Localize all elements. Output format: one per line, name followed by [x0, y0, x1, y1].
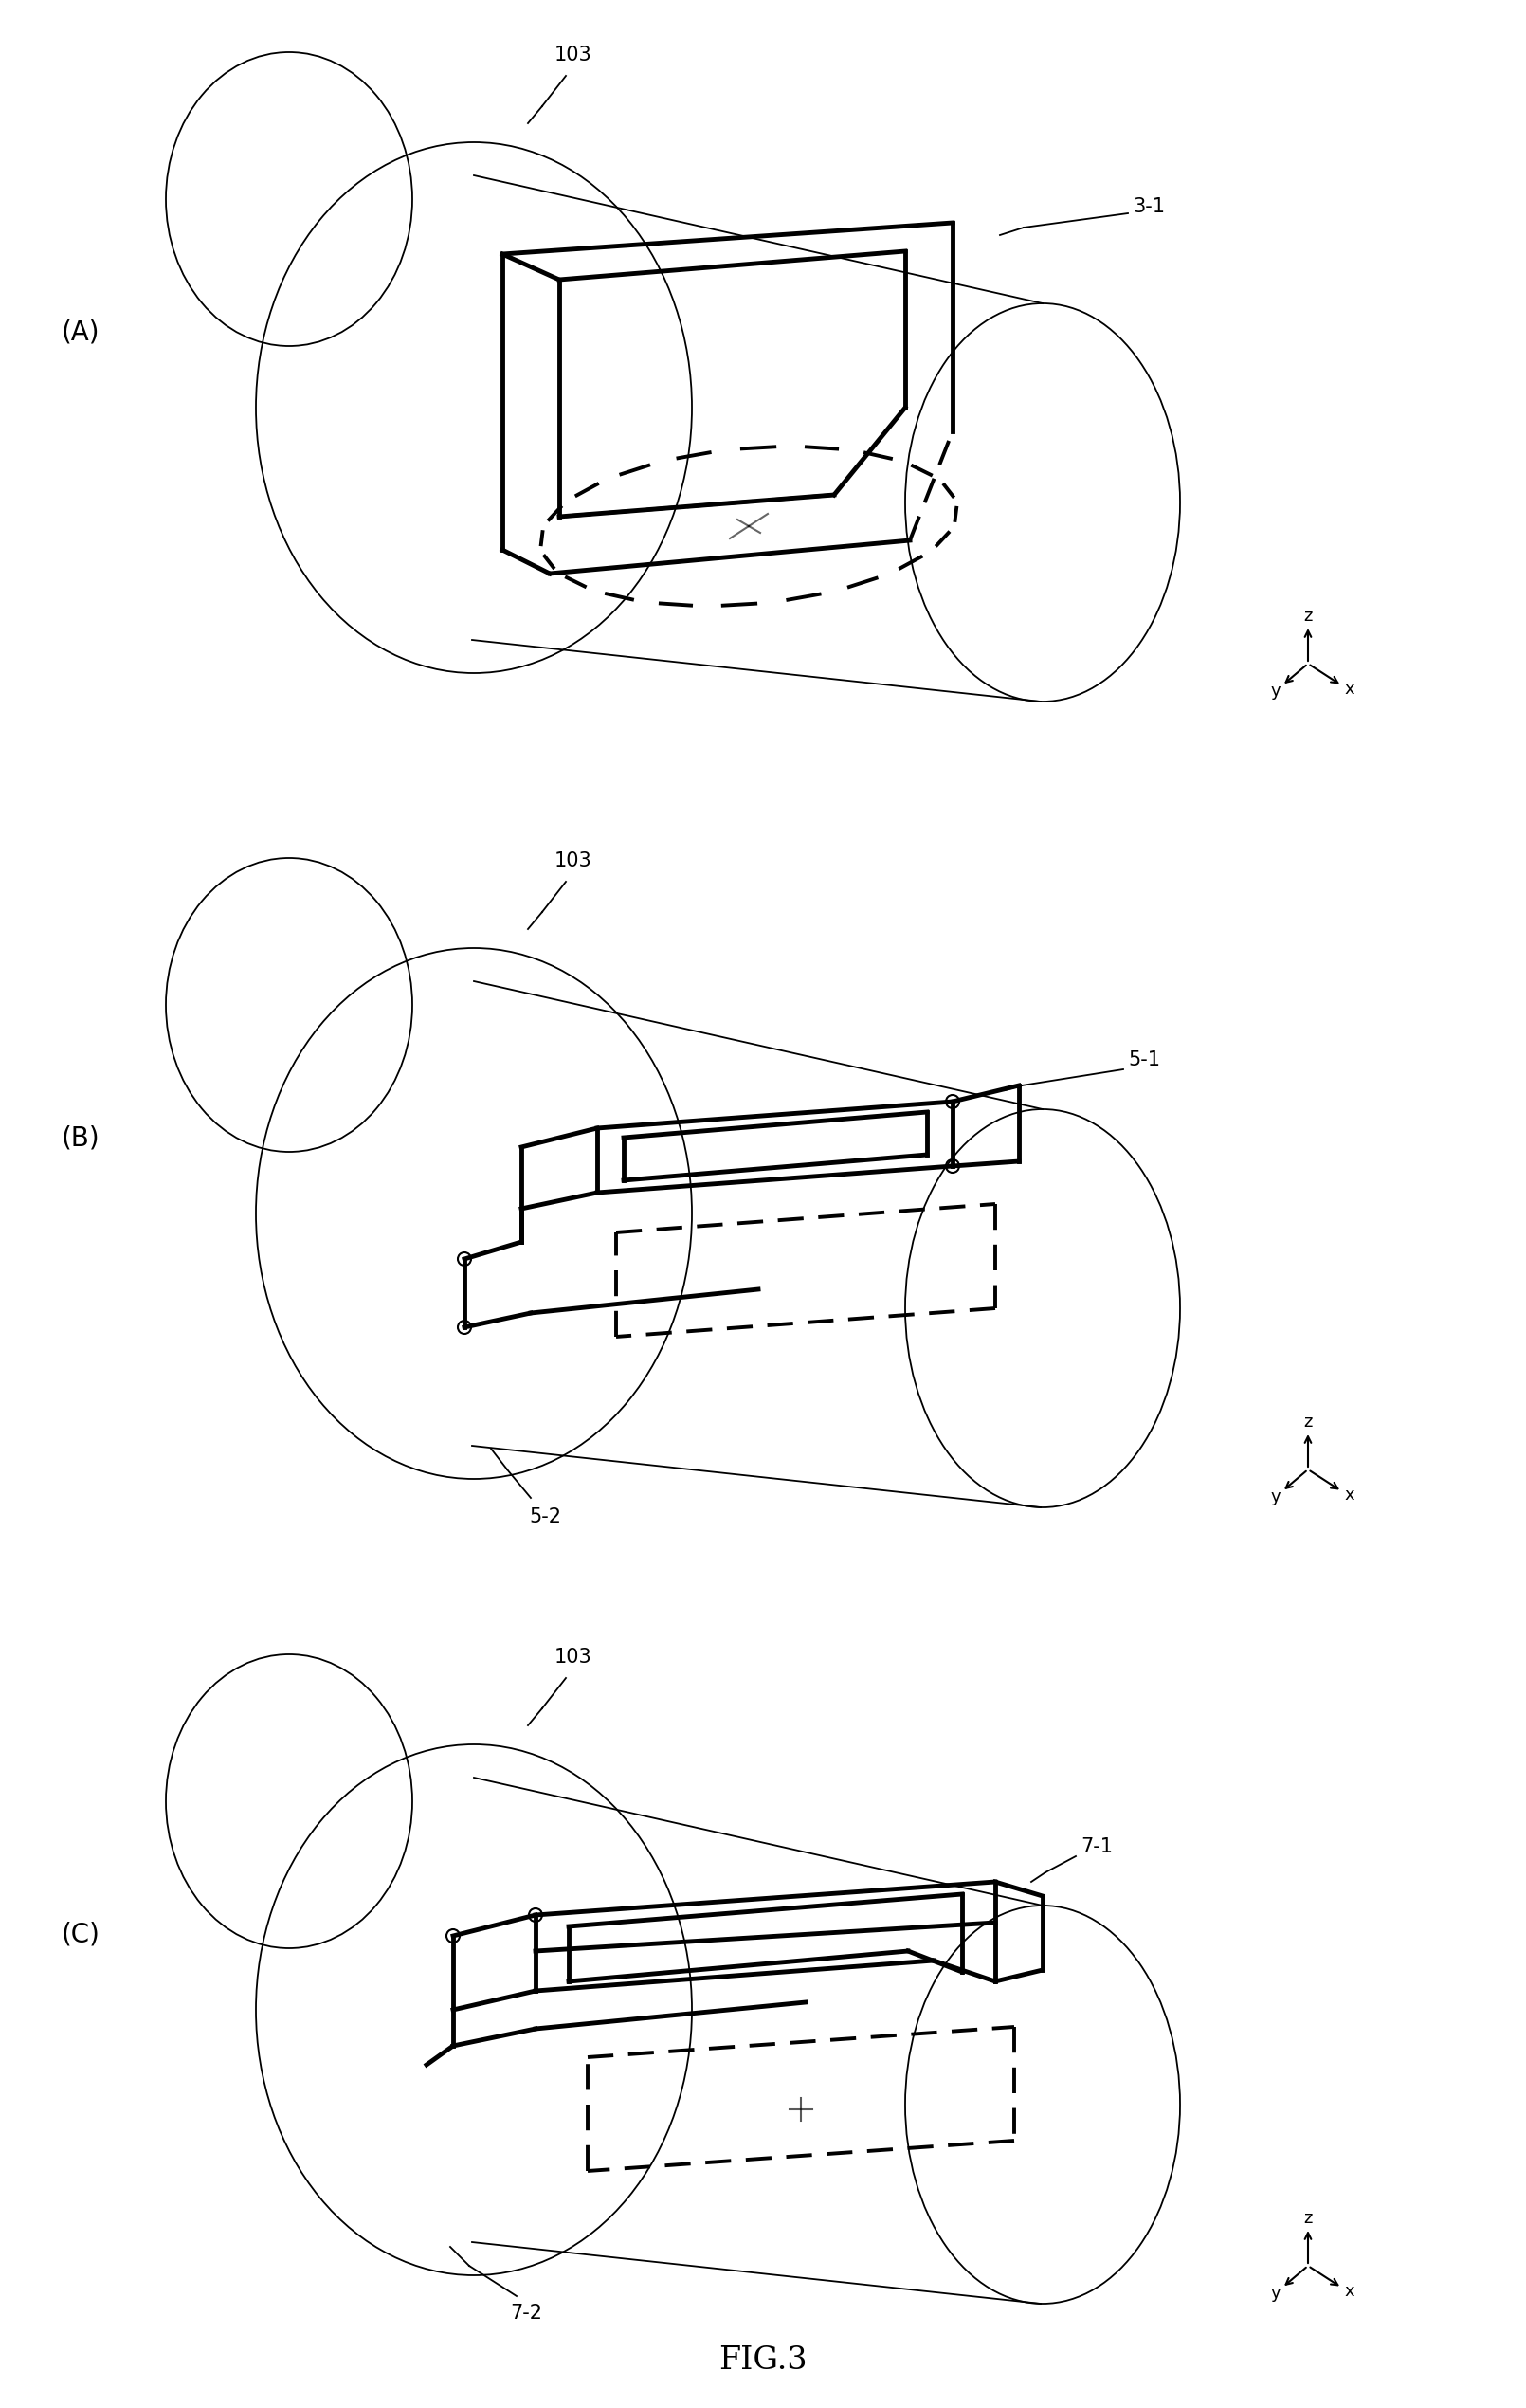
- Text: (C): (C): [61, 1922, 99, 1948]
- Text: (B): (B): [61, 1125, 99, 1151]
- Text: x: x: [1344, 681, 1355, 698]
- Text: y: y: [1270, 681, 1280, 698]
- Text: z: z: [1303, 2211, 1312, 2227]
- Text: 103: 103: [554, 46, 592, 65]
- Text: 5-1: 5-1: [1128, 1050, 1160, 1069]
- Text: 5-2: 5-2: [530, 1507, 562, 1527]
- Text: FIG.3: FIG.3: [719, 2345, 807, 2377]
- Text: y: y: [1270, 2285, 1280, 2302]
- Text: z: z: [1303, 1413, 1312, 1430]
- Text: 7-1: 7-1: [1080, 1837, 1112, 1857]
- Text: 7-2: 7-2: [510, 2304, 542, 2324]
- Text: y: y: [1270, 1488, 1280, 1505]
- Text: 103: 103: [554, 1647, 592, 1666]
- Text: 3-1: 3-1: [1132, 197, 1164, 217]
- Text: x: x: [1344, 2283, 1355, 2300]
- Text: z: z: [1303, 607, 1312, 624]
- Text: 103: 103: [554, 852, 592, 869]
- Text: (A): (A): [61, 318, 99, 344]
- Text: x: x: [1344, 1486, 1355, 1505]
